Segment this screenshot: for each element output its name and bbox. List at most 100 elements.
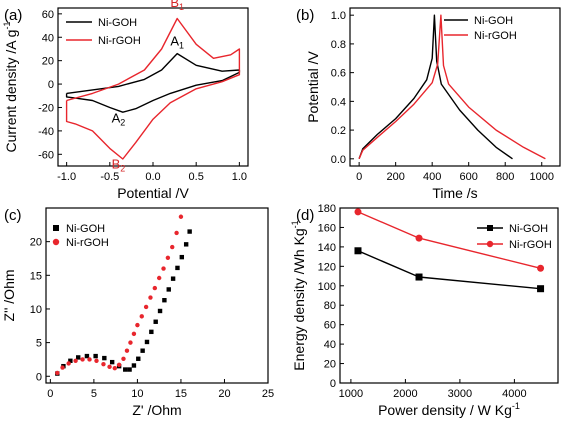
data-point bbox=[174, 230, 179, 236]
data-point bbox=[102, 355, 107, 361]
x-tick-label: 200 bbox=[386, 171, 404, 183]
data-point bbox=[135, 322, 140, 328]
x-tick-label: 0 bbox=[356, 171, 362, 183]
data-point bbox=[152, 285, 158, 291]
peak-annotation-subscript: 1 bbox=[179, 2, 184, 12]
x-tick-label: 0 bbox=[47, 388, 53, 400]
y-tick-label: -20 bbox=[38, 102, 54, 114]
peak-annotation: A1 bbox=[170, 33, 184, 50]
x-tick-label: 15 bbox=[175, 388, 187, 400]
chart-panel-1: -1.0 -0.5 0.0 0.5 1.0 -60 -40 -20 0 20 40 60 Potenti… bbox=[2, 0, 249, 201]
panel-label: (a) bbox=[4, 7, 22, 24]
legend-label: Ni-GOH bbox=[98, 17, 137, 29]
data-point bbox=[87, 357, 92, 362]
legend-marker bbox=[486, 240, 494, 248]
plot-frame bbox=[45, 207, 269, 384]
x-axis-label: Z' /Ohm bbox=[132, 402, 181, 418]
data-point bbox=[537, 264, 545, 272]
x-tick-label: -0.5 bbox=[100, 171, 119, 183]
data-point bbox=[139, 314, 144, 319]
y-tick-label: 0.8 bbox=[331, 39, 346, 51]
series-group bbox=[65, 17, 241, 160]
series-line-Ni-GOH bbox=[357, 250, 541, 290]
data-point bbox=[178, 214, 184, 219]
y-tick-label: 180 bbox=[318, 203, 336, 215]
y-tick-label: 60 bbox=[42, 9, 54, 21]
y-axis-label: Z'' /Ohm bbox=[1, 269, 17, 321]
data-point bbox=[183, 242, 189, 247]
data-point bbox=[66, 361, 71, 366]
plot-frame bbox=[339, 207, 559, 384]
y-tick-label: 20 bbox=[30, 237, 42, 249]
x-axis-label: Time /s bbox=[432, 185, 477, 201]
data-point bbox=[537, 285, 545, 293]
data-point bbox=[94, 358, 99, 363]
y-tick-label: 20 bbox=[324, 359, 336, 371]
x-tick-label: 5 bbox=[91, 388, 97, 400]
y-tick-label: 0 bbox=[36, 371, 42, 383]
legend-label: Ni-GOH bbox=[66, 223, 105, 235]
y-axis-label-sup: -1 bbox=[290, 220, 300, 228]
y-tick-label: 1.0 bbox=[331, 10, 346, 22]
series-line-Ni-rGOH bbox=[65, 17, 241, 160]
x-tick-label: 2000 bbox=[393, 388, 417, 400]
y-tick-label: 40 bbox=[42, 32, 54, 44]
plot-frame bbox=[57, 7, 249, 167]
x-tick-label: 1000 bbox=[339, 388, 363, 400]
chart-panel-4: 1000 2000 3000 4000 0 20 40 60 80 100 120 140 160 180… bbox=[290, 203, 559, 418]
data-point bbox=[165, 255, 171, 261]
panel-label: (c) bbox=[4, 207, 22, 224]
data-point bbox=[144, 339, 150, 345]
x-tick-label: 4000 bbox=[502, 388, 526, 400]
y-tick-label: 100 bbox=[318, 281, 336, 293]
legend-label: Ni-GOH bbox=[509, 223, 548, 235]
series-line-Ni-GOH bbox=[358, 14, 513, 160]
x-tick-label: 0.0 bbox=[145, 171, 160, 183]
x-tick-label: -1.0 bbox=[57, 171, 76, 183]
x-tick-label: 600 bbox=[460, 171, 478, 183]
data-point bbox=[166, 287, 171, 292]
data-point bbox=[60, 365, 65, 370]
data-point bbox=[140, 348, 145, 353]
chart-panel-2: 0 200 400 600 800 1000 0.0 0.2 0.4 0.6 0.8 1.0 Time … bbox=[296, 7, 561, 201]
data-point bbox=[415, 273, 423, 281]
y-tick-label: 120 bbox=[318, 261, 336, 273]
data-point bbox=[354, 208, 362, 216]
y-tick-label: 160 bbox=[318, 222, 336, 234]
data-point bbox=[415, 234, 423, 242]
data-point bbox=[76, 355, 81, 360]
data-point bbox=[55, 370, 60, 376]
x-tick-label: 3000 bbox=[448, 388, 472, 400]
data-point bbox=[354, 247, 362, 255]
legend: Ni-GOH Ni-rGOH bbox=[477, 223, 552, 251]
data-point bbox=[123, 367, 128, 372]
plot-frame bbox=[349, 7, 561, 167]
data-point bbox=[80, 357, 85, 362]
x-tick-label: 0.5 bbox=[189, 171, 204, 183]
data-point bbox=[116, 362, 122, 368]
y-tick-label: 0 bbox=[48, 79, 54, 91]
y-axis-label: Potential /V bbox=[305, 51, 321, 123]
data-point bbox=[157, 308, 163, 314]
y-tick-label: 0.6 bbox=[331, 68, 346, 80]
data-point bbox=[143, 304, 149, 310]
data-point bbox=[187, 229, 192, 234]
panel-label: (b) bbox=[296, 7, 314, 24]
data-point bbox=[148, 295, 153, 300]
x-tick-label: 20 bbox=[218, 388, 230, 400]
data-point bbox=[127, 367, 132, 372]
y-tick-label: -60 bbox=[38, 149, 54, 161]
data-point bbox=[73, 358, 78, 363]
x-tick-label: 10 bbox=[131, 388, 143, 400]
x-tick-label: 1000 bbox=[529, 171, 553, 183]
data-point bbox=[136, 356, 141, 361]
y-axis-label: Current density /A g-1 bbox=[2, 22, 19, 153]
legend-marker bbox=[53, 225, 59, 231]
data-point bbox=[68, 358, 73, 363]
data-point bbox=[107, 364, 112, 370]
y-tick-label: 0 bbox=[330, 378, 336, 390]
legend-label: Ni-GOH bbox=[474, 15, 513, 27]
peak-annotation-subscript: 2 bbox=[120, 118, 125, 128]
y-tick-label: 0.0 bbox=[331, 154, 346, 166]
y-axis-label: Energy density /Wh Kg-1 bbox=[290, 220, 307, 370]
